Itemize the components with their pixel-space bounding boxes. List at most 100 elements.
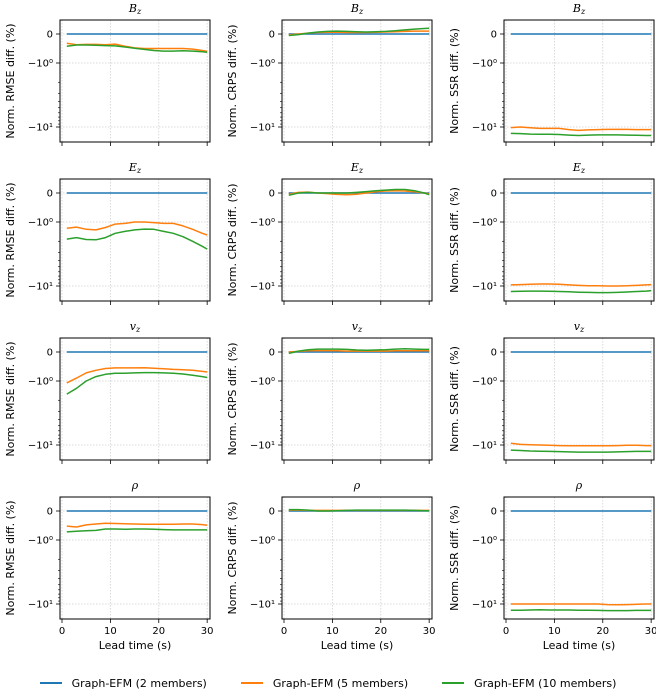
panel-title: Ez [572,161,586,175]
series-line-5-members [66,221,208,236]
series-line-10-members [288,27,430,37]
y-tick-label: 0 [47,507,53,518]
y-axis-label: Norm. CRPS diff. (%) [226,24,239,137]
x-tick-label: 10 [548,626,561,637]
x-tick-label: 30 [645,626,656,637]
panel-title: ρ [575,479,583,492]
y-axis-label: Norm. CRPS diff. (%) [226,342,239,455]
legend-item-5-members: Graph-EFM (5 members) [240,676,409,690]
x-tick-label: 0 [59,626,65,637]
y-tick-label: −10¹ [28,441,53,452]
axes-frame [281,19,433,143]
x-tick-label: 30 [201,626,214,637]
series-line-5-members [66,522,208,528]
y-tick-label: −10¹ [250,282,275,293]
axes-frame [281,178,433,302]
x-tick-label: 20 [152,626,165,637]
series-line-10-members [288,188,430,197]
x-tick-label: 30 [423,626,436,637]
legend-label-5-members: Graph-EFM (5 members) [272,676,409,690]
y-tick-label: −10⁰ [472,218,497,229]
panel-title: Bz [572,2,586,16]
series-line-10-members [288,508,430,512]
figure: 0 −10⁰ −10¹ Norm. RMSE diff. (%) Bz 0 −10⁰ −10¹… [4,2,656,652]
y-tick-label: −10⁰ [472,377,497,388]
y-tick-label: −10⁰ [250,59,275,70]
y-tick-label: 0 [269,30,275,41]
panel-title: Ez [350,161,364,175]
x-axis-label: Lead time (s) [543,639,616,652]
y-tick-label: −10¹ [28,123,53,134]
y-tick-label: 0 [269,189,275,200]
y-tick-label: −10⁰ [472,536,497,547]
y-tick-label: −10¹ [250,441,275,452]
x-tick-label: 10 [326,626,339,637]
x-axis-label: Lead time (s) [99,639,172,652]
legend-label-2-members: Graph-EFM (2 members) [71,676,207,690]
panel-title: vz [130,320,141,334]
panel-title: vz [574,320,585,334]
y-tick-label: −10⁰ [250,536,275,547]
y-tick-label: −10¹ [28,282,53,293]
x-tick-label: 20 [374,626,387,637]
y-axis-label: Norm. SSR diff. (%) [448,187,461,293]
series-line-10-members [66,528,208,533]
panel-title: Ez [128,161,142,175]
y-tick-label: −10⁰ [28,377,53,388]
y-tick-label: −10¹ [472,441,497,452]
axes-frame [59,496,211,620]
x-axis-label: Lead time (s) [321,639,394,652]
y-tick-label: −10¹ [472,123,497,134]
series-line-10-members [66,44,208,54]
series-line-10-members [288,348,430,355]
panel-title: vz [352,320,363,334]
series-line-10-members [66,228,208,250]
y-tick-label: 0 [491,507,497,518]
y-tick-label: −10⁰ [28,218,53,229]
y-axis-label: Norm. RMSE diff. (%) [4,341,17,456]
axes-frame [59,19,211,143]
y-axis-label: Norm. SSR diff. (%) [448,505,461,611]
legend-label-10-members: Graph-EFM (10 members) [474,676,617,690]
series-line-5-members [510,283,652,287]
series-line-5-members [66,366,208,384]
y-tick-label: 0 [491,30,497,41]
legend-swatch-5-members [240,682,263,684]
axes-frame [503,19,655,143]
legend-item-10-members: Graph-EFM (10 members) [442,677,616,690]
series-line-5-members [510,126,652,132]
y-tick-label: −10¹ [250,123,275,134]
y-axis-label: Norm. SSR diff. (%) [448,346,461,452]
legend-swatch-2-members [39,682,62,684]
x-tick-label: 20 [596,626,609,637]
x-tick-label: 0 [281,626,287,637]
panel-title: Bz [128,2,142,16]
y-axis-label: Norm. RMSE diff. (%) [4,23,17,138]
series-line-5-members [510,442,652,447]
series-line-10-members [510,609,652,612]
axes-frame [503,337,655,461]
y-axis-label: Norm. RMSE diff. (%) [4,182,17,297]
axes-frame [281,496,433,620]
y-tick-label: 0 [491,189,497,200]
axes-frame [59,337,211,461]
series-line-10-members [510,449,652,453]
series-line-5-members [288,349,430,353]
y-tick-label: 0 [47,348,53,359]
y-tick-label: −10⁰ [250,218,275,229]
y-axis-label: Norm. CRPS diff. (%) [226,183,239,296]
legend: Graph-EFM (2 members) Graph-EFM (5 membe… [0,672,656,694]
legend-item-2-members: Graph-EFM (2 members) [39,676,207,690]
y-tick-label: −10⁰ [472,59,497,70]
x-tick-label: 10 [104,626,117,637]
panel-title: ρ [353,479,361,492]
y-tick-label: 0 [269,348,275,359]
panel-title: ρ [131,479,139,492]
x-tick-label: 0 [503,626,509,637]
axes-frame [503,496,655,620]
series-line-10-members [510,132,652,137]
panel-title: Bz [350,2,364,16]
axes-frame [503,178,655,302]
y-tick-label: −10⁰ [250,377,275,388]
axes-frame [59,178,211,302]
